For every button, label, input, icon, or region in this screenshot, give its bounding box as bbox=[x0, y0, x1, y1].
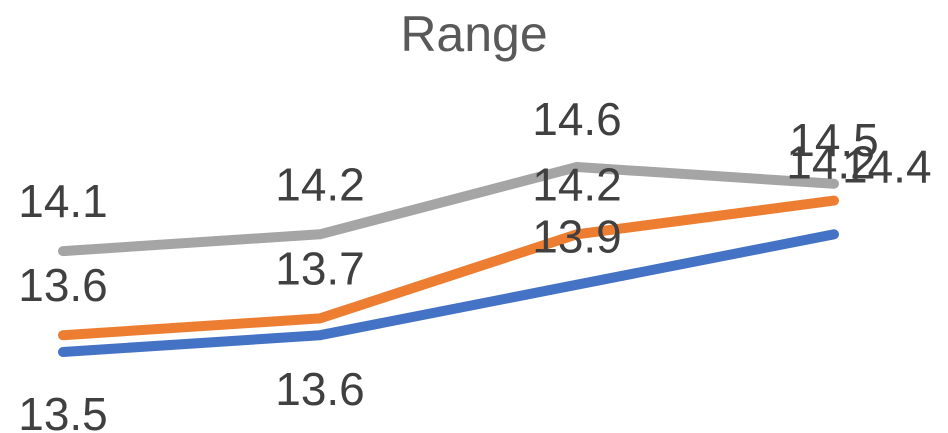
data-label: 14.2 bbox=[275, 158, 365, 210]
series-2-line bbox=[58, 195, 839, 341]
data-label: 13.6 bbox=[18, 259, 108, 311]
data-label: 14.6 bbox=[532, 93, 622, 145]
data-label: 13.6 bbox=[275, 363, 365, 415]
series-1-line bbox=[58, 229, 839, 357]
data-label: 14.4 bbox=[842, 141, 932, 193]
data-label: 13.7 bbox=[275, 242, 365, 294]
chart-title: Range bbox=[400, 6, 548, 62]
data-label: 13.5 bbox=[18, 388, 108, 433]
data-label: 14.1 bbox=[18, 175, 108, 227]
data-label: 14.2 bbox=[786, 136, 876, 188]
data-label: 14.5 bbox=[789, 114, 879, 166]
data-label: 13.9 bbox=[532, 211, 622, 263]
data-label: 14.2 bbox=[532, 158, 622, 210]
series-3-line bbox=[58, 162, 839, 257]
